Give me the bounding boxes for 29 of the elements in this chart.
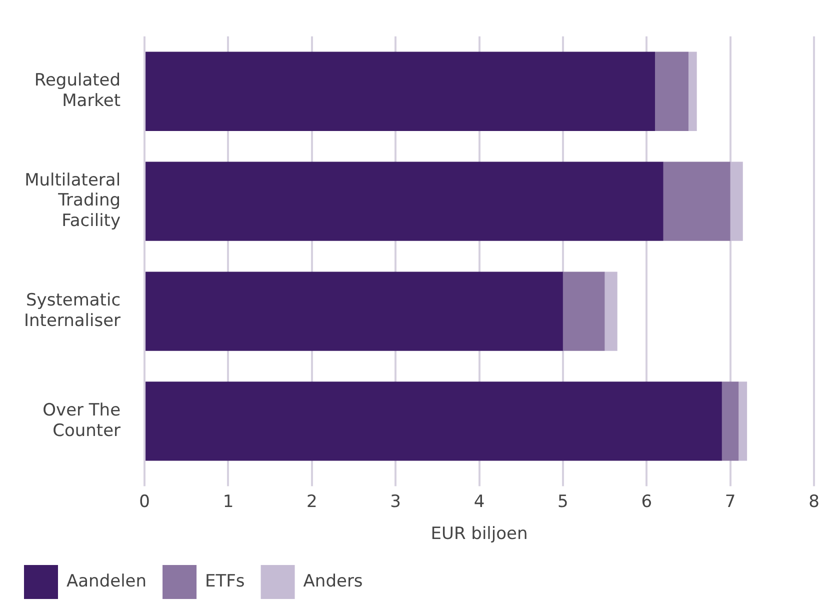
bar: [146, 382, 722, 461]
x-tick-label: 4: [474, 492, 485, 512]
bar: [663, 162, 730, 241]
bar: [604, 272, 618, 351]
bar: [688, 52, 697, 131]
bar: [655, 52, 688, 131]
y-tick-label: Systematic Internaliser: [24, 290, 121, 331]
bar: [738, 382, 748, 461]
legend-label: ETFs: [205, 571, 245, 592]
y-tick-label: Multilateral Trading Facility: [24, 170, 121, 232]
y-tick-label: Regulated Market: [34, 70, 121, 111]
x-tick-label: 6: [641, 492, 652, 512]
legend-label: Anders: [303, 571, 363, 592]
x-tick-label: 2: [306, 492, 318, 512]
bar: [722, 382, 739, 461]
legend-label: Aandelen: [66, 571, 147, 592]
x-axis-title: EUR biljoen: [430, 524, 528, 544]
bar: [146, 272, 563, 351]
x-tick-label: 8: [808, 492, 820, 512]
y-tick-label: Over The Counter: [42, 400, 121, 441]
x-tick-label: 3: [390, 492, 402, 512]
x-tick-label: 5: [558, 492, 568, 512]
bar: [146, 52, 656, 131]
bar: [562, 272, 605, 351]
bar: [146, 162, 664, 241]
x-tick-label: 7: [724, 492, 736, 512]
x-tick-label: 1: [222, 492, 234, 512]
bar: [730, 162, 743, 241]
x-tick-label: 0: [139, 492, 150, 512]
